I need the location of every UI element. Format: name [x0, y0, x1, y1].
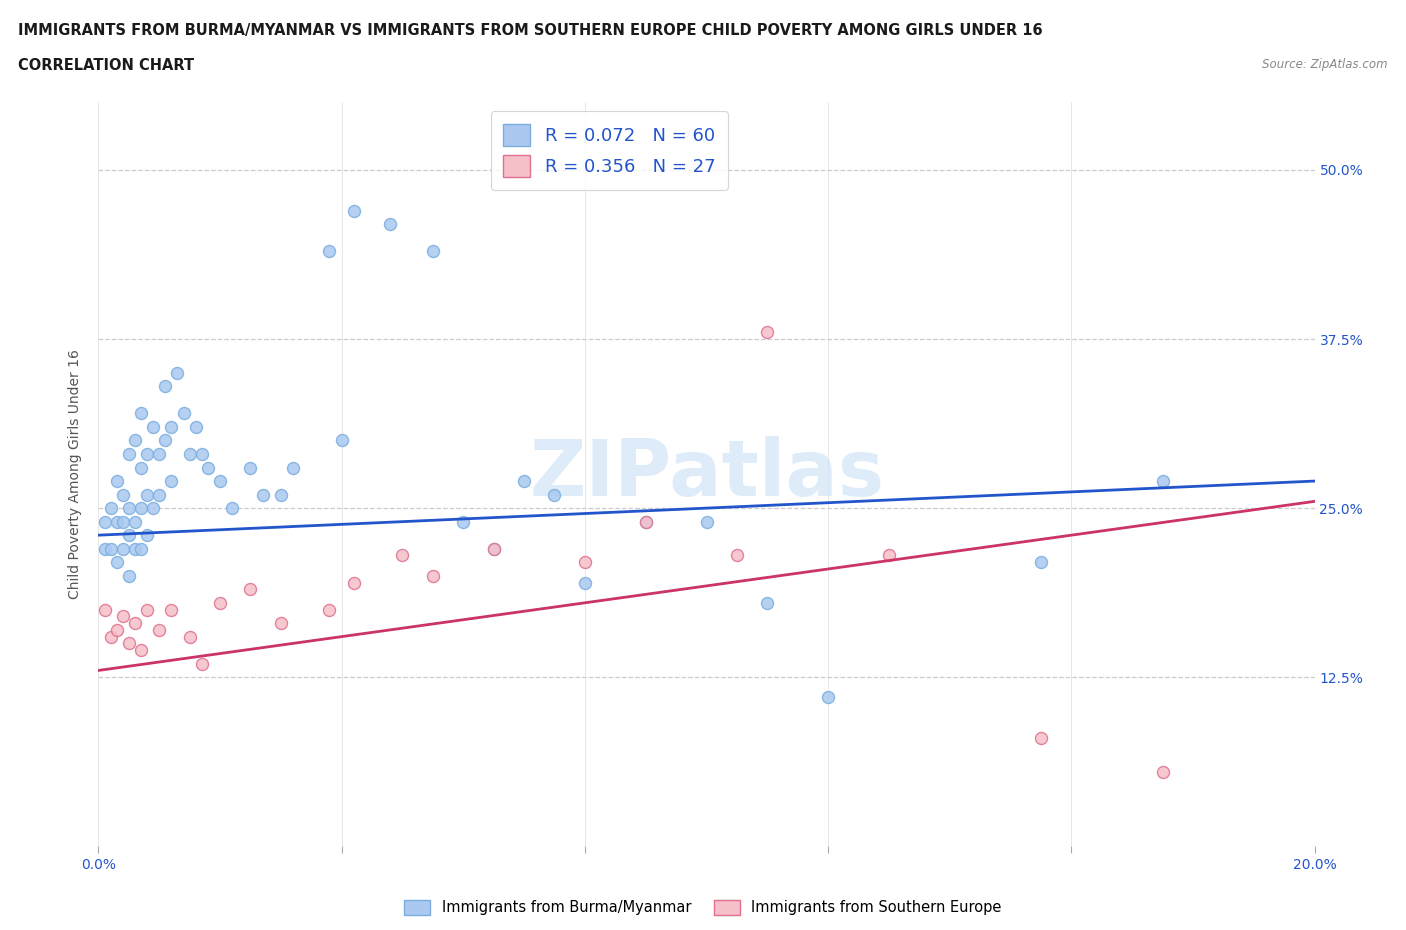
Point	[1029, 555, 1052, 570]
Point	[124, 514, 146, 529]
Point	[270, 487, 292, 502]
Point	[513, 473, 536, 488]
Point	[155, 433, 177, 448]
Point	[197, 460, 219, 475]
Point	[281, 460, 304, 475]
Point	[136, 602, 159, 617]
Point	[543, 487, 565, 502]
Point	[105, 555, 128, 570]
Point	[100, 541, 122, 556]
Point	[124, 616, 146, 631]
Point	[191, 446, 214, 461]
Point	[318, 602, 340, 617]
Y-axis label: Child Poverty Among Girls Under 16: Child Poverty Among Girls Under 16	[69, 350, 83, 599]
Point	[634, 514, 657, 529]
Point	[330, 433, 353, 448]
Point	[574, 555, 596, 570]
Point	[634, 514, 657, 529]
Legend: R = 0.072   N = 60, R = 0.356   N = 27: R = 0.072 N = 60, R = 0.356 N = 27	[491, 112, 728, 190]
Point	[111, 514, 134, 529]
Point	[105, 622, 128, 637]
Point	[129, 643, 152, 658]
Point	[129, 460, 152, 475]
Point	[118, 500, 141, 515]
Point	[100, 630, 122, 644]
Point	[173, 406, 195, 421]
Point	[343, 203, 366, 218]
Point	[756, 595, 779, 610]
Text: CORRELATION CHART: CORRELATION CHART	[18, 58, 194, 73]
Point	[725, 548, 748, 563]
Point	[817, 690, 839, 705]
Point	[148, 622, 170, 637]
Point	[124, 541, 146, 556]
Point	[482, 541, 505, 556]
Point	[209, 473, 232, 488]
Point	[391, 548, 413, 563]
Point	[453, 514, 475, 529]
Point	[1152, 764, 1174, 779]
Point	[318, 244, 340, 259]
Point	[1029, 731, 1052, 746]
Point	[343, 575, 366, 590]
Text: ZIPatlas: ZIPatlas	[529, 436, 884, 512]
Point	[148, 487, 170, 502]
Point	[118, 527, 141, 542]
Point	[166, 365, 188, 380]
Point	[136, 446, 159, 461]
Point	[93, 541, 115, 556]
Legend: Immigrants from Burma/Myanmar, Immigrants from Southern Europe: Immigrants from Burma/Myanmar, Immigrant…	[398, 894, 1008, 921]
Point	[1152, 473, 1174, 488]
Point	[105, 473, 128, 488]
Point	[105, 514, 128, 529]
Point	[184, 419, 207, 434]
Point	[482, 541, 505, 556]
Point	[574, 575, 596, 590]
Point	[422, 568, 444, 583]
Point	[239, 582, 262, 597]
Point	[93, 602, 115, 617]
Point	[179, 630, 201, 644]
Point	[124, 433, 146, 448]
Point	[142, 500, 165, 515]
Point	[160, 473, 183, 488]
Point	[111, 487, 134, 502]
Point	[209, 595, 232, 610]
Point	[160, 602, 183, 617]
Text: IMMIGRANTS FROM BURMA/MYANMAR VS IMMIGRANTS FROM SOUTHERN EUROPE CHILD POVERTY A: IMMIGRANTS FROM BURMA/MYANMAR VS IMMIGRA…	[18, 23, 1043, 38]
Point	[129, 541, 152, 556]
Point	[118, 568, 141, 583]
Point	[252, 487, 274, 502]
Point	[129, 406, 152, 421]
Point	[136, 527, 159, 542]
Point	[155, 379, 177, 393]
Text: Source: ZipAtlas.com: Source: ZipAtlas.com	[1263, 58, 1388, 71]
Point	[756, 325, 779, 339]
Point	[877, 548, 900, 563]
Point	[422, 244, 444, 259]
Point	[696, 514, 718, 529]
Point	[270, 616, 292, 631]
Point	[191, 657, 214, 671]
Point	[111, 609, 134, 624]
Point	[129, 500, 152, 515]
Point	[118, 636, 141, 651]
Point	[179, 446, 201, 461]
Point	[160, 419, 183, 434]
Point	[100, 500, 122, 515]
Point	[148, 446, 170, 461]
Point	[142, 419, 165, 434]
Point	[136, 487, 159, 502]
Point	[239, 460, 262, 475]
Point	[93, 514, 115, 529]
Point	[111, 541, 134, 556]
Point	[221, 500, 243, 515]
Point	[380, 217, 402, 232]
Point	[118, 446, 141, 461]
